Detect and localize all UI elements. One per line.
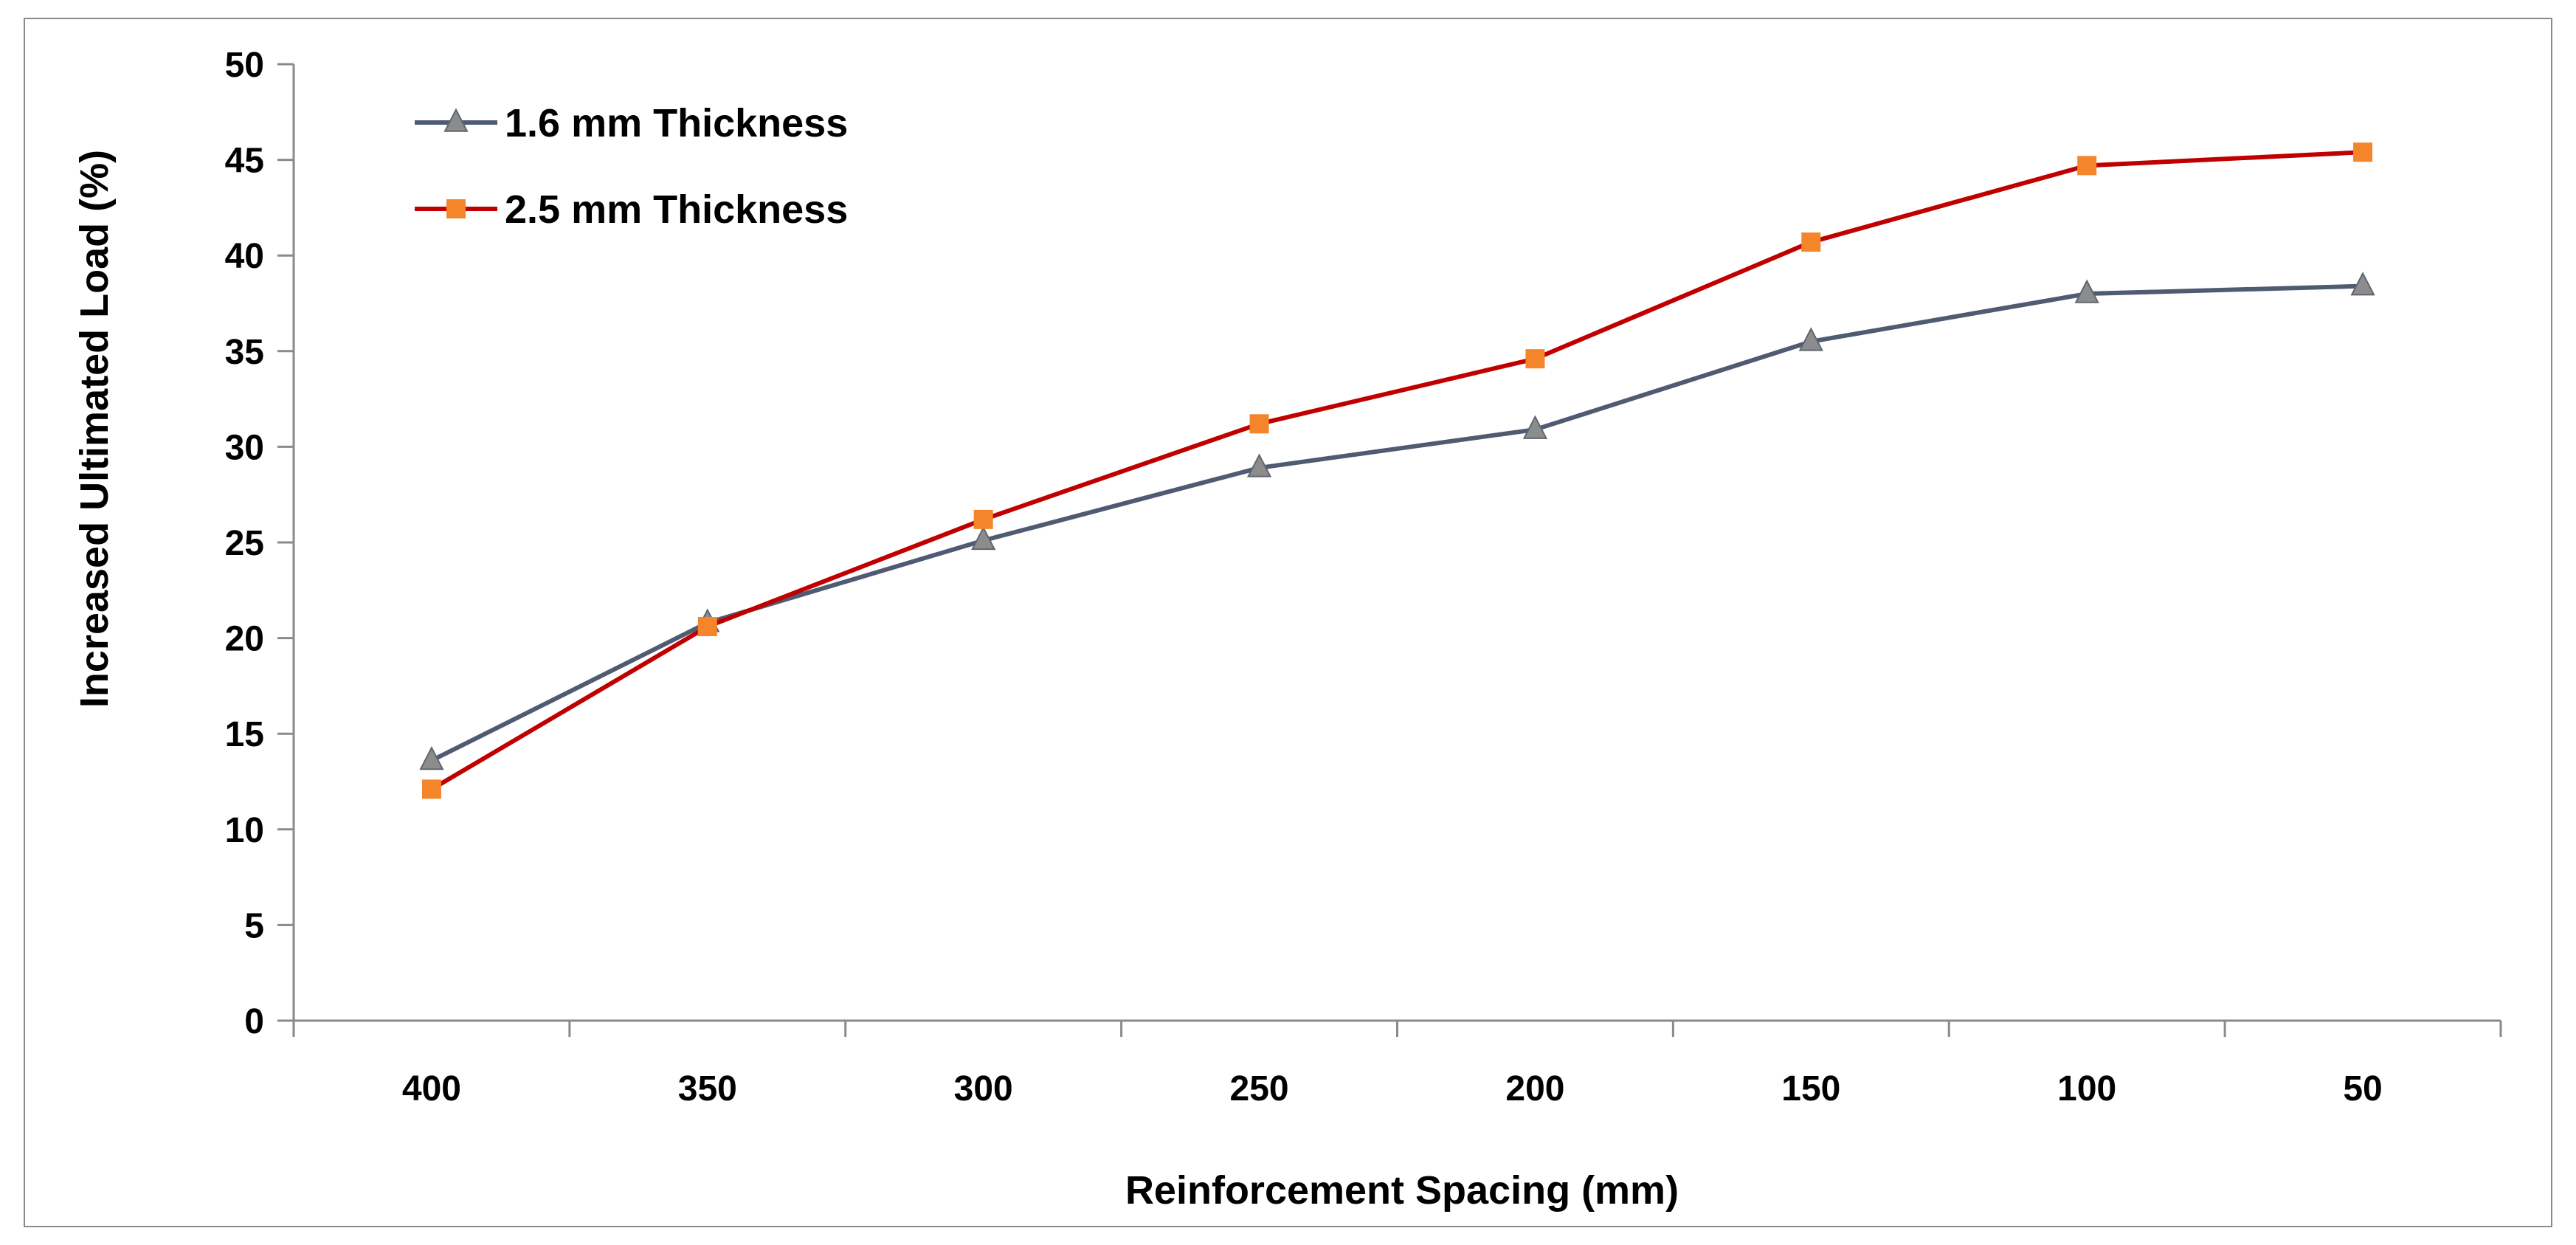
legend-marker bbox=[443, 108, 469, 132]
series-1 bbox=[419, 272, 2375, 770]
data-point bbox=[973, 509, 993, 529]
series-layer bbox=[419, 142, 2375, 799]
series-line bbox=[429, 150, 2366, 792]
x-tick-label: 100 bbox=[2057, 1069, 2116, 1108]
y-axis-title: Increased Ultimated Load (%) bbox=[72, 150, 117, 708]
data-point bbox=[421, 779, 441, 799]
series-line bbox=[429, 283, 2366, 763]
data-point bbox=[1522, 415, 1548, 439]
legend-entry-1: 1.6 mm Thickness bbox=[415, 101, 848, 145]
y-tick-label: 0 bbox=[244, 1002, 264, 1041]
x-tick-label: 400 bbox=[402, 1069, 461, 1108]
y-tick-label: 10 bbox=[225, 811, 264, 850]
data-point bbox=[1246, 453, 1272, 477]
y-tick-label: 35 bbox=[225, 333, 264, 372]
data-point bbox=[2074, 279, 2099, 303]
x-axis-title: Reinforcement Spacing (mm) bbox=[1125, 1168, 1679, 1213]
y-tick-label: 20 bbox=[225, 620, 264, 659]
data-point bbox=[697, 617, 717, 637]
data-point bbox=[971, 525, 996, 551]
y-tick-label: 30 bbox=[225, 428, 264, 467]
y-tick-label: 5 bbox=[244, 906, 264, 945]
x-tick-label: 50 bbox=[2343, 1069, 2382, 1108]
y-tick-label: 25 bbox=[225, 524, 264, 563]
data-point bbox=[1798, 327, 1823, 351]
legend-label: 2.5 mm Thickness bbox=[505, 187, 848, 232]
data-point bbox=[1801, 232, 1821, 252]
x-tick-label: 350 bbox=[678, 1069, 737, 1108]
legend-label: 1.6 mm Thickness bbox=[505, 101, 848, 145]
x-tick-label: 250 bbox=[1230, 1069, 1289, 1108]
x-tick-label: 150 bbox=[1781, 1069, 1840, 1108]
data-point bbox=[2350, 272, 2375, 296]
y-tick-label: 15 bbox=[225, 715, 264, 754]
series-2 bbox=[421, 142, 2373, 799]
data-point bbox=[1249, 414, 1269, 434]
y-tick-label: 45 bbox=[225, 142, 264, 181]
data-point bbox=[419, 745, 444, 770]
legend: 1.6 mm Thickness 2.5 mm Thickness bbox=[415, 101, 848, 232]
data-point bbox=[1525, 349, 1545, 369]
line-chart: 0 5 10 15 20 25 30 35 40 45 50 400 350 300 250 200 150 10… bbox=[72, 46, 2502, 1213]
chart-frame: 0 5 10 15 20 25 30 35 40 45 50 400 350 300 250 200 150 10… bbox=[24, 18, 2552, 1227]
y-tick-label: 40 bbox=[225, 237, 264, 276]
x-tick-label: 200 bbox=[1505, 1069, 1564, 1108]
legend-entry-2: 2.5 mm Thickness bbox=[415, 187, 848, 232]
axes: 0 5 10 15 20 25 30 35 40 45 50 400 350 300 250 200 150 10… bbox=[225, 46, 2502, 1108]
data-point bbox=[2077, 156, 2097, 176]
y-tick-label: 50 bbox=[225, 46, 264, 85]
x-tick-label: 300 bbox=[954, 1069, 1013, 1108]
data-point bbox=[2353, 142, 2373, 162]
legend-marker bbox=[446, 199, 466, 218]
